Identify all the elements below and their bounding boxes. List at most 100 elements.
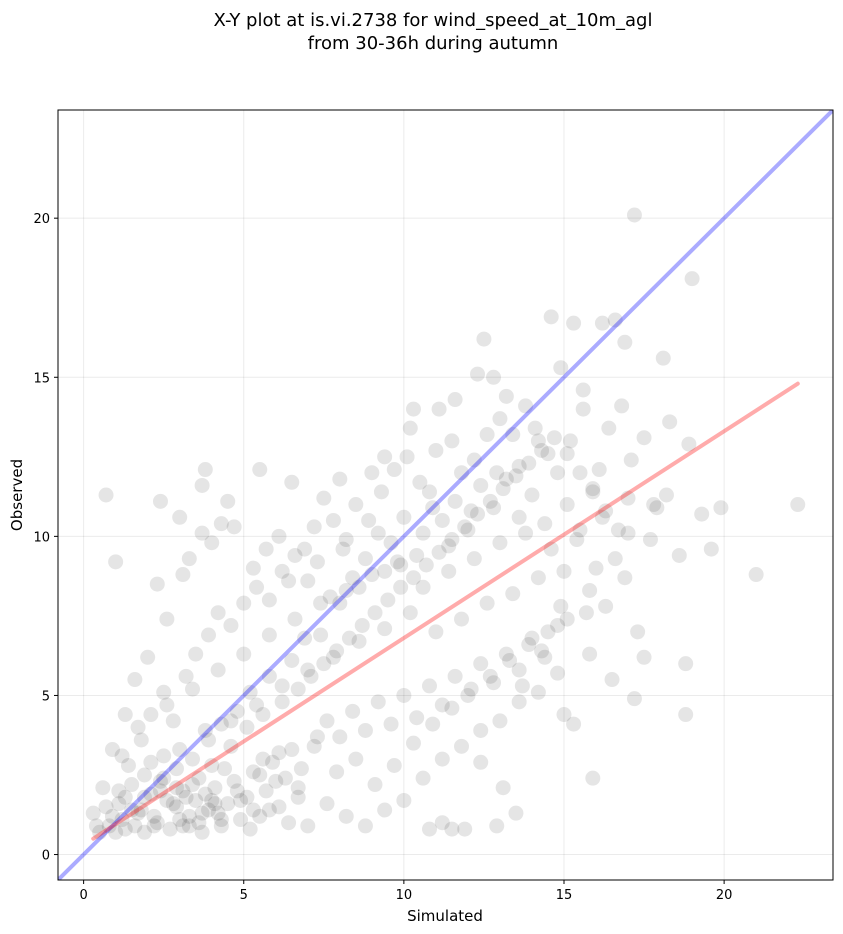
data-point (444, 433, 460, 449)
data-point (188, 792, 204, 808)
data-point (521, 637, 537, 653)
data-point (159, 697, 175, 713)
data-point (658, 487, 674, 503)
data-point (447, 668, 463, 684)
data-point (482, 668, 498, 684)
data-point (511, 458, 527, 474)
data-point (357, 818, 373, 834)
data-point (101, 818, 117, 834)
data-point (377, 621, 393, 637)
data-point (210, 605, 226, 621)
data-point (415, 579, 431, 595)
data-point (309, 729, 325, 745)
data-point (655, 350, 671, 366)
data-point (540, 446, 556, 462)
data-point (505, 427, 521, 443)
data-point (646, 497, 662, 513)
data-point (594, 315, 610, 331)
data-point (518, 398, 534, 414)
data-point (300, 573, 316, 589)
data-point (220, 796, 236, 812)
data-point (534, 442, 550, 458)
data-point (553, 598, 569, 614)
data-point (466, 452, 482, 468)
data-point (188, 646, 204, 662)
data-point (233, 812, 249, 828)
data-point (556, 563, 572, 579)
data-point (226, 773, 242, 789)
data-point (191, 815, 207, 831)
data-point (130, 719, 146, 735)
data-point (543, 309, 559, 325)
data-point (152, 493, 168, 509)
data-point (463, 681, 479, 697)
data-point (175, 818, 191, 834)
data-point (405, 570, 421, 586)
data-point (175, 567, 191, 583)
data-point (370, 694, 386, 710)
data-point (210, 805, 226, 821)
data-point (594, 509, 610, 525)
data-point (140, 649, 156, 665)
data-point (405, 735, 421, 751)
data-point (431, 544, 447, 560)
data-point (604, 672, 620, 688)
data-point (124, 777, 140, 793)
data-point (396, 792, 412, 808)
data-point (713, 500, 729, 516)
data-point (242, 684, 258, 700)
data-point (351, 579, 367, 595)
data-point (213, 812, 229, 828)
data-point (197, 462, 213, 478)
data-point (364, 465, 380, 481)
data-point (143, 754, 159, 770)
data-point (543, 541, 559, 557)
data-point (290, 681, 306, 697)
data-point (124, 802, 140, 818)
data-point (694, 506, 710, 522)
axis-ticks: 0 5 10 15 20 0 5 10 15 20 (33, 212, 732, 903)
data-point (617, 334, 633, 350)
data-point (287, 611, 303, 627)
data-point (598, 598, 614, 614)
data-point (316, 656, 332, 672)
data-point (357, 722, 373, 738)
data-point (136, 824, 152, 840)
data-point (261, 668, 277, 684)
data-point (511, 662, 527, 678)
data-point (207, 780, 223, 796)
data-point (418, 557, 434, 573)
data-point (562, 433, 578, 449)
data-point (630, 624, 646, 640)
data-point (454, 465, 470, 481)
data-point (281, 573, 297, 589)
data-point (306, 738, 322, 754)
data-point (92, 824, 108, 840)
data-point (530, 433, 546, 449)
data-point (85, 805, 101, 821)
data-point (373, 484, 389, 500)
data-point (540, 624, 556, 640)
data-point (511, 694, 527, 710)
data-point (329, 764, 345, 780)
data-point (271, 745, 287, 761)
data-point (114, 812, 130, 828)
data-point (511, 509, 527, 525)
data-point (220, 493, 236, 509)
data-point (325, 649, 341, 665)
data-point (290, 789, 306, 805)
data-point (281, 815, 297, 831)
data-point (236, 646, 252, 662)
data-point (636, 430, 652, 446)
data-point (159, 611, 175, 627)
data-point (345, 570, 361, 586)
data-point (454, 738, 470, 754)
data-point (255, 707, 271, 723)
data-point (636, 649, 652, 665)
data-point (473, 477, 489, 493)
data-point (98, 799, 114, 815)
data-point (518, 525, 534, 541)
data-point (582, 646, 598, 662)
data-point (386, 462, 402, 478)
data-point (309, 554, 325, 570)
